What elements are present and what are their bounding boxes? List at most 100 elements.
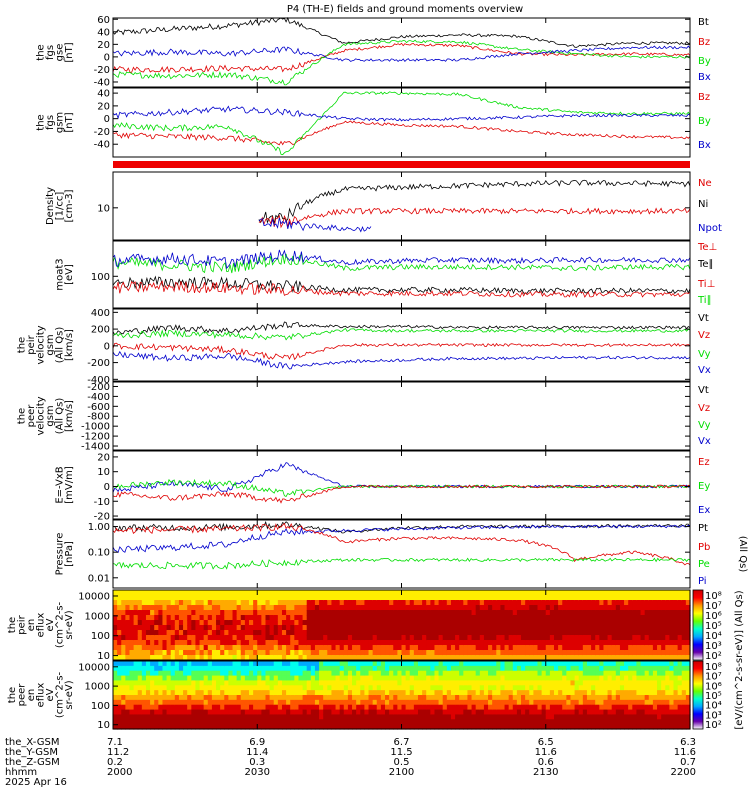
heatmap-cell (203, 615, 209, 621)
heatmap-cell (405, 630, 411, 636)
heatmap-cell (516, 625, 522, 631)
heatmap-cell (533, 709, 539, 716)
heatmap-cell (496, 709, 502, 716)
heatmap-cell (125, 645, 131, 651)
heatmap-cell (409, 610, 415, 616)
heatmap-cell (624, 690, 629, 696)
heatmap-cell (603, 615, 609, 621)
heatmap-cell (599, 615, 605, 621)
heatmap-cell (162, 680, 168, 686)
heatmap-cell (409, 620, 415, 626)
heatmap-cell (628, 605, 633, 611)
heatmap-cell (129, 590, 135, 596)
heatmap-cell (504, 670, 510, 677)
heatmap-cell (286, 600, 291, 606)
heatmap-cell (331, 675, 337, 682)
panel-frame (112, 87, 691, 158)
heatmap-cell (401, 714, 407, 720)
heatmap-cell (331, 635, 337, 641)
heatmap-cell (257, 719, 262, 725)
heatmap-cell (525, 610, 530, 616)
heatmap-cell (582, 709, 588, 716)
heatmap-cell (570, 630, 576, 636)
y-tick-label: 1000 (85, 682, 110, 693)
y-tick-label: -1000 (81, 422, 110, 433)
heatmap-cell (145, 610, 151, 616)
heatmap-cell (422, 680, 427, 686)
heatmap-cell (599, 724, 605, 730)
heatmap-cell (525, 709, 530, 716)
heatmap-cell (207, 640, 213, 646)
series-line-By (112, 91, 691, 156)
heatmap-cell (327, 650, 333, 656)
heatmap-cell (566, 630, 572, 636)
heatmap-cell (574, 605, 580, 611)
heatmap-cell (459, 590, 464, 596)
heatmap-cell (290, 610, 295, 616)
heatmap-cell (216, 600, 221, 606)
heatmap-cell (360, 685, 366, 691)
y-label-line: the (36, 44, 47, 60)
heatmap-cell (290, 719, 295, 725)
heatmap-cell (269, 595, 275, 601)
heatmap-cell (347, 695, 353, 701)
heatmap-cell (475, 635, 481, 641)
x-row-value: 11.4 (246, 747, 268, 758)
heatmap-cell (467, 600, 473, 606)
heatmap-cell (203, 680, 209, 686)
heatmap-cell (566, 714, 572, 720)
heatmap-cell (389, 615, 394, 621)
heatmap-cell (265, 709, 271, 716)
heatmap-cell (236, 724, 242, 730)
legend-By: By (698, 116, 711, 127)
heatmap-cell (558, 635, 563, 641)
heatmap-cell (652, 699, 658, 706)
heatmap-cell (483, 630, 489, 636)
heatmap-cell (158, 719, 164, 725)
heatmap-cell (500, 590, 506, 596)
heatmap-cell (380, 675, 386, 682)
heatmap-cell (657, 625, 662, 631)
heatmap-cell (574, 719, 580, 725)
y-tick-label: 200 (91, 325, 110, 336)
heatmap-cell (385, 630, 390, 636)
heatmap-cell (430, 630, 436, 636)
heatmap-cell (405, 670, 411, 677)
heatmap-cell (319, 620, 324, 626)
y-label-line: sr-eV) (64, 680, 75, 709)
heatmap-cell (356, 640, 361, 646)
heatmap-cell (685, 675, 691, 682)
heatmap-cell (335, 630, 341, 636)
heatmap-cell (389, 590, 394, 596)
heatmap-cell (224, 590, 229, 596)
heatmap-cell (224, 695, 229, 701)
heatmap-cell (417, 615, 423, 621)
heatmap-cell (166, 724, 172, 730)
heatmap-cell (446, 690, 452, 696)
heatmap-cell (632, 670, 638, 677)
heatmap-cell (673, 610, 679, 616)
heatmap-cell (636, 605, 642, 611)
heatmap-cell (401, 655, 407, 661)
heatmap-cell (500, 620, 506, 626)
heatmap-cell (521, 675, 526, 682)
heatmap-cell (673, 699, 679, 706)
heatmap-cell (463, 615, 469, 621)
colorbar-tick: 10³ (705, 710, 722, 721)
heatmap-cell (129, 650, 135, 656)
heatmap-cell (323, 620, 328, 626)
heatmap-cell (228, 719, 234, 725)
heatmap-cell (372, 724, 378, 730)
heatmap-cell (150, 719, 155, 725)
heatmap-cell (521, 590, 526, 596)
heatmap-cell (529, 661, 534, 667)
heatmap-cell (438, 620, 444, 626)
heatmap-cell (183, 625, 188, 631)
heatmap-cell (195, 625, 201, 631)
heatmap-cell (380, 661, 386, 667)
heatmap-cell (166, 640, 172, 646)
heatmap-cell (203, 719, 209, 725)
heatmap-cell (578, 709, 584, 716)
heatmap-cell (450, 699, 456, 706)
heatmap-cell (438, 704, 444, 711)
